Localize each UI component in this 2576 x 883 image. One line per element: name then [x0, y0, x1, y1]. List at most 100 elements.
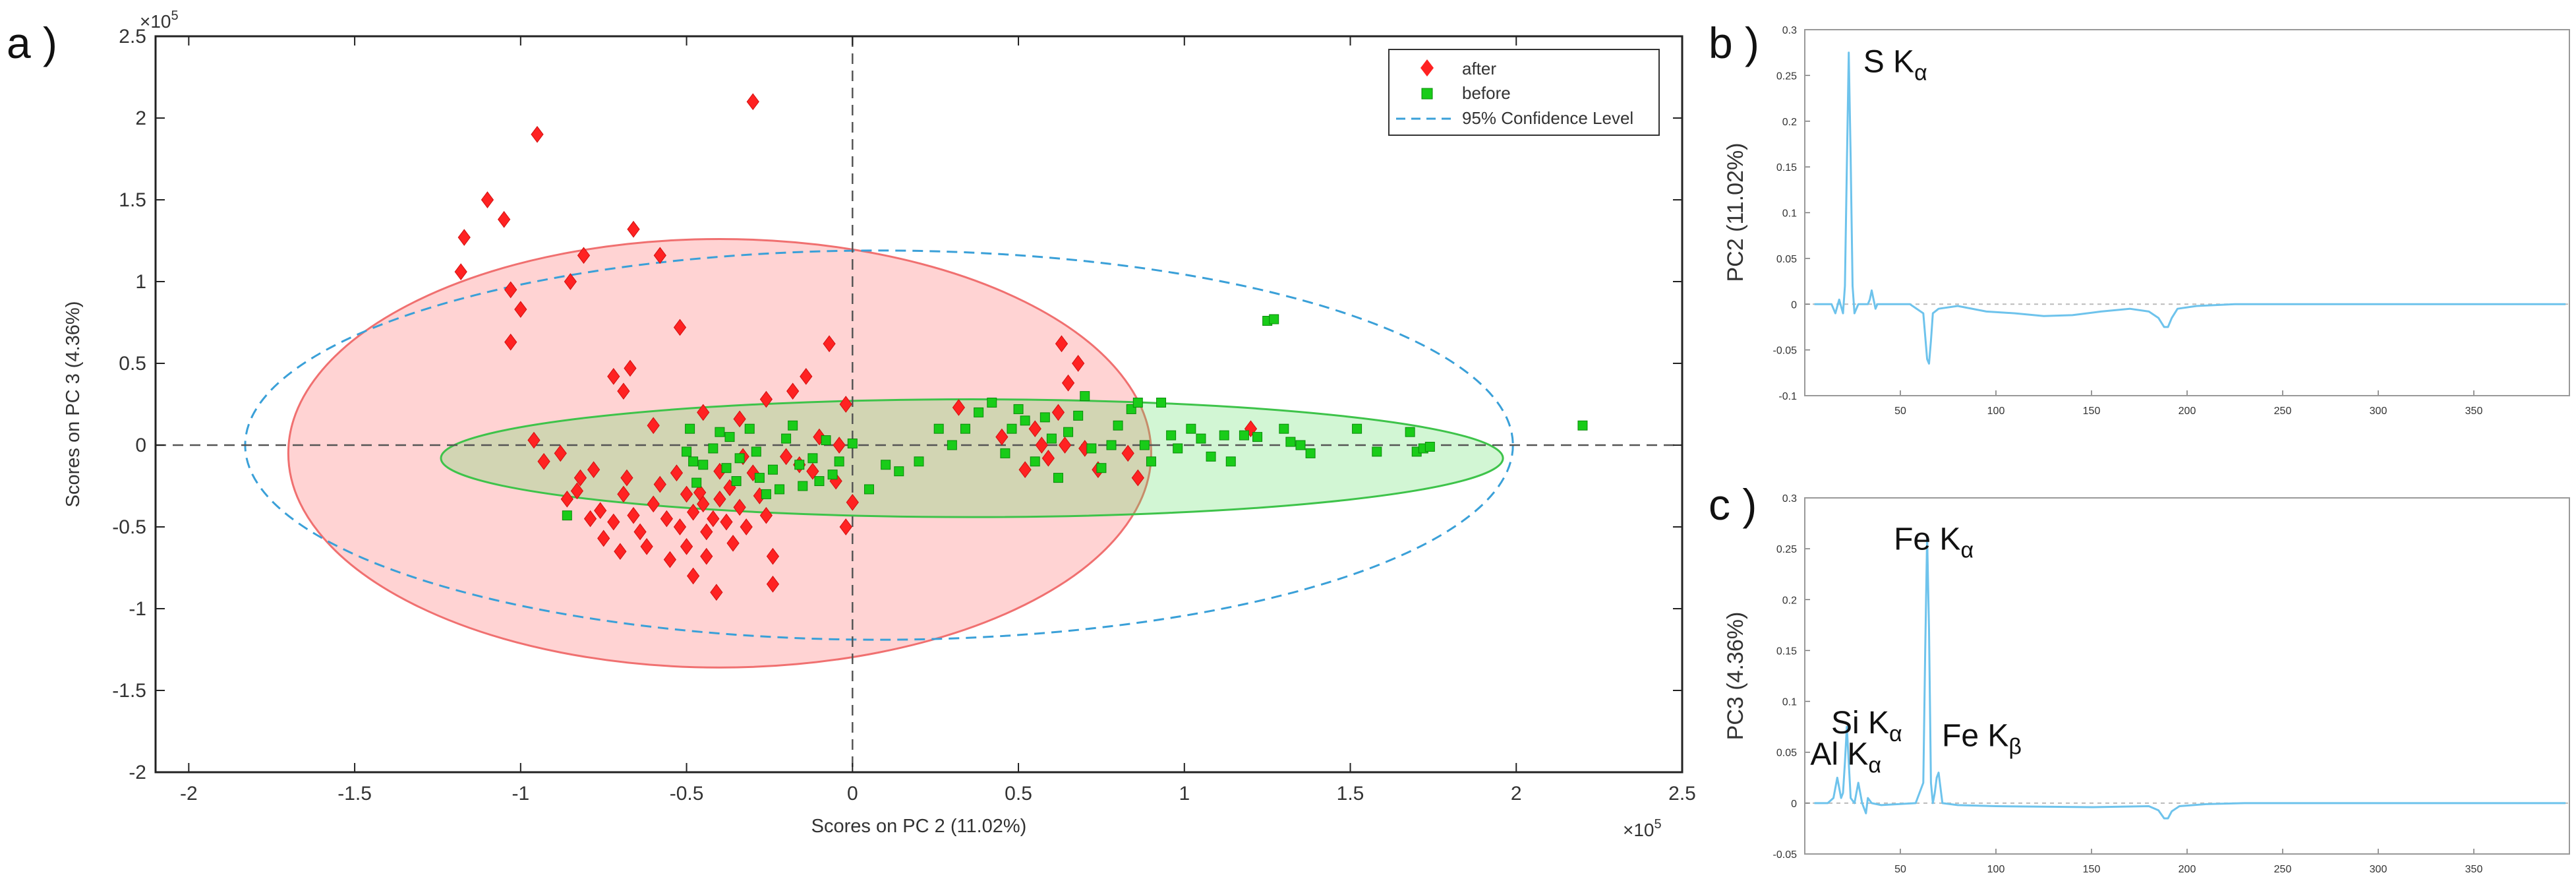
point-before [1046, 433, 1057, 444]
point-before [761, 489, 771, 499]
y-axis-label: PC2 (11.02%) [1723, 142, 1748, 282]
ellipse-group [244, 238, 1514, 669]
point-after [531, 125, 544, 143]
point-after [504, 281, 517, 299]
point-before [1096, 463, 1107, 473]
point-after [680, 485, 693, 503]
x-tick-label: 350 [2465, 864, 2483, 875]
point-after [720, 513, 733, 531]
spectrum-line-group [1814, 535, 2566, 820]
point-before [821, 435, 831, 446]
x-tick-label: 150 [2083, 406, 2101, 417]
point-before [751, 446, 761, 457]
point-after [813, 428, 826, 446]
point-after [1051, 404, 1065, 421]
point-before [974, 407, 984, 417]
x-exponent: ×105 [1623, 817, 1662, 840]
point-after [627, 220, 640, 238]
point-after [839, 518, 852, 535]
point-before [744, 423, 755, 434]
panel-label-a: a ) [7, 18, 57, 67]
point-before [933, 423, 944, 434]
x-tick-label: 300 [2370, 864, 2387, 875]
peak-label: Fe Kβ [1942, 719, 2022, 760]
point-after [457, 229, 471, 246]
point-before [1577, 420, 1588, 431]
scores-plot: -2 -1.5 -1 -0.5 0 0.5 1 1.5 2 2.5 -2 -1.5 -1 -0.5 0 0.5… [63, 9, 1696, 840]
y-tick-label: 0.3 [1782, 25, 1797, 36]
peak-label: Fe Kα [1894, 522, 1974, 563]
point-after [653, 475, 666, 493]
plot-frame [154, 35, 1683, 774]
y-tick-label: -0.05 [1773, 849, 1798, 861]
point-before [1252, 432, 1263, 442]
point-after [537, 452, 550, 470]
spectrum-line-group [1814, 51, 2566, 365]
point-after [607, 368, 620, 385]
point-after [733, 499, 746, 516]
y-tick-label: -1.5 [112, 680, 146, 702]
loading-spectrum-line [1814, 535, 2566, 820]
point-before [754, 473, 765, 483]
x-tick-label: -2 [180, 783, 198, 805]
point-after [1028, 420, 1041, 438]
point-after [833, 437, 846, 454]
point-before [781, 433, 792, 444]
point-after [514, 301, 527, 318]
point-before [1352, 423, 1362, 434]
point-after [1131, 469, 1144, 487]
point-before [827, 470, 838, 480]
legend-marker-after [1420, 59, 1434, 76]
x-tick-label: 200 [2179, 406, 2196, 417]
point-after [1035, 437, 1048, 454]
panel-label-c: c ) [1709, 480, 1757, 529]
point-after [759, 390, 773, 408]
plot-frame [1804, 497, 2570, 855]
point-after [839, 396, 852, 413]
point-after [594, 502, 607, 520]
point-after [759, 506, 773, 524]
axes: 50 100 150 200 250 300 350 -0.1 -0.05 0 0.05 0.1 0.1… [1773, 25, 2569, 417]
point-after [570, 482, 584, 500]
point-before [914, 456, 924, 467]
point-after [673, 319, 687, 336]
y-tick-label: 2.5 [119, 26, 146, 47]
y-tick-label: 2 [135, 107, 146, 129]
point-after [663, 551, 677, 568]
x-tick-label: 250 [2274, 406, 2292, 417]
point-before [1295, 440, 1306, 450]
point-after [504, 333, 517, 351]
point-before [960, 423, 970, 434]
point-after [697, 404, 710, 421]
point-after [554, 444, 567, 462]
point-before [1219, 430, 1229, 441]
peak-label: S Kα [1863, 45, 1927, 86]
point-after [660, 510, 673, 528]
point-before [1186, 423, 1196, 434]
x-tick-label: 1 [1179, 783, 1190, 805]
point-before [1239, 430, 1249, 441]
point-after [1058, 437, 1072, 454]
point-after [766, 575, 780, 593]
point-before [1225, 456, 1236, 467]
point-after [746, 93, 759, 111]
x-axis-label: Scores on PC 2 (11.02%) [811, 816, 1027, 837]
point-after [680, 537, 693, 555]
point-before [688, 456, 699, 467]
y-tick-label: 1 [135, 271, 146, 293]
legend-label-after: after [1462, 59, 1496, 78]
y-tick-label: 0.1 [1782, 697, 1797, 708]
point-after [617, 382, 630, 400]
y-tick-label: 0.2 [1782, 595, 1797, 606]
x-tick-label: 100 [1987, 406, 2005, 417]
point-before [724, 432, 735, 442]
point-before [1372, 446, 1382, 457]
point-before [1424, 441, 1435, 452]
point-after [1055, 335, 1068, 353]
point-after [823, 335, 836, 353]
y-tick-label: 1.5 [119, 189, 146, 211]
y-tick-label: -2 [129, 762, 146, 783]
point-after [577, 247, 591, 264]
point-after [693, 484, 707, 501]
point-before [1113, 420, 1123, 431]
